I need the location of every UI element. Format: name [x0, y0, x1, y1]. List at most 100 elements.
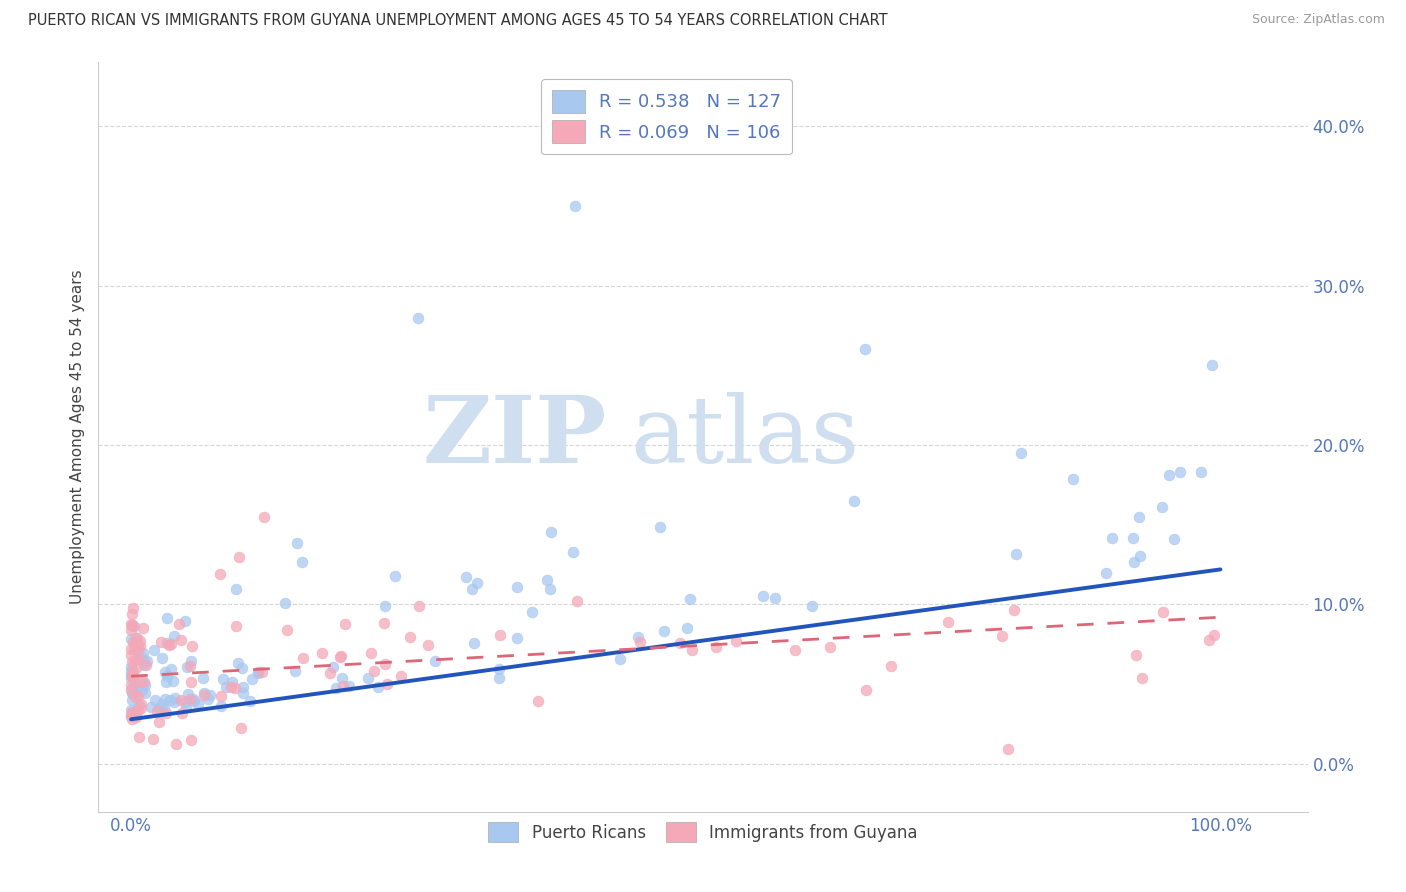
Text: ZIP: ZIP [422, 392, 606, 482]
Point [129, 700, 152, 714]
Point [229, 722, 252, 736]
Point [128, 730, 150, 744]
Point [156, 611, 179, 625]
Point [180, 639, 202, 653]
Point [131, 621, 153, 635]
Point [121, 686, 143, 700]
Point [1125, 648, 1147, 663]
Point [127, 637, 149, 651]
Point [153, 665, 176, 679]
Point [247, 666, 270, 681]
Point [129, 697, 152, 711]
Point [153, 692, 176, 706]
Point [122, 635, 145, 649]
Point [159, 663, 181, 677]
Point [855, 682, 877, 697]
Point [609, 652, 631, 666]
Point [121, 678, 143, 692]
Point [292, 651, 315, 665]
Point [377, 676, 399, 690]
Point [1201, 359, 1223, 373]
Point [1129, 549, 1152, 563]
Point [669, 636, 692, 650]
Point [561, 545, 583, 559]
Point [131, 674, 153, 689]
Point [120, 659, 142, 673]
Point [367, 680, 389, 694]
Point [389, 669, 412, 683]
Point [183, 694, 205, 708]
Point [1204, 628, 1226, 642]
Point [456, 570, 478, 584]
Point [399, 631, 422, 645]
Point [506, 631, 529, 645]
Point [1189, 465, 1212, 479]
Point [120, 703, 142, 717]
Point [880, 658, 903, 673]
Point [232, 685, 254, 699]
Point [127, 690, 149, 704]
Point [373, 616, 395, 631]
Point [142, 732, 165, 747]
Point [506, 580, 529, 594]
Point [156, 668, 179, 682]
Point [215, 680, 238, 694]
Point [120, 632, 142, 646]
Point [785, 642, 807, 657]
Point [488, 671, 510, 685]
Point [179, 659, 201, 673]
Point [120, 672, 142, 686]
Point [536, 573, 558, 587]
Point [150, 698, 173, 712]
Point [120, 708, 142, 723]
Point [124, 690, 146, 705]
Point [135, 655, 157, 669]
Point [319, 666, 342, 681]
Point [1002, 603, 1025, 617]
Point [1128, 510, 1150, 524]
Point [1122, 532, 1144, 546]
Point [681, 643, 703, 657]
Point [159, 693, 181, 707]
Point [423, 654, 446, 668]
Point [121, 681, 143, 695]
Point [221, 675, 243, 690]
Point [1168, 465, 1191, 479]
Point [180, 654, 202, 668]
Point [124, 631, 146, 645]
Point [844, 493, 866, 508]
Point [357, 671, 380, 685]
Point [360, 646, 382, 660]
Point [538, 582, 561, 596]
Point [1122, 556, 1144, 570]
Point [122, 681, 145, 696]
Point [527, 694, 550, 708]
Point [291, 555, 314, 569]
Point [121, 619, 143, 633]
Point [191, 671, 214, 685]
Point [121, 693, 143, 707]
Point [120, 668, 142, 682]
Point [679, 592, 702, 607]
Point [704, 640, 727, 654]
Text: PUERTO RICAN VS IMMIGRANTS FROM GUYANA UNEMPLOYMENT AMONG AGES 45 TO 54 YEARS CO: PUERTO RICAN VS IMMIGRANTS FROM GUYANA U… [28, 13, 887, 29]
Point [121, 655, 143, 669]
Point [676, 621, 699, 635]
Point [416, 638, 439, 652]
Point [157, 638, 180, 652]
Point [177, 687, 200, 701]
Point [800, 599, 823, 614]
Point [128, 679, 150, 693]
Point [1010, 446, 1032, 460]
Point [121, 607, 143, 621]
Point [197, 691, 219, 706]
Point [250, 665, 273, 679]
Point [129, 640, 152, 654]
Point [179, 692, 201, 706]
Point [121, 664, 143, 678]
Point [163, 629, 186, 643]
Point [125, 708, 148, 723]
Point [1130, 671, 1153, 685]
Point [134, 657, 156, 672]
Point [170, 633, 193, 648]
